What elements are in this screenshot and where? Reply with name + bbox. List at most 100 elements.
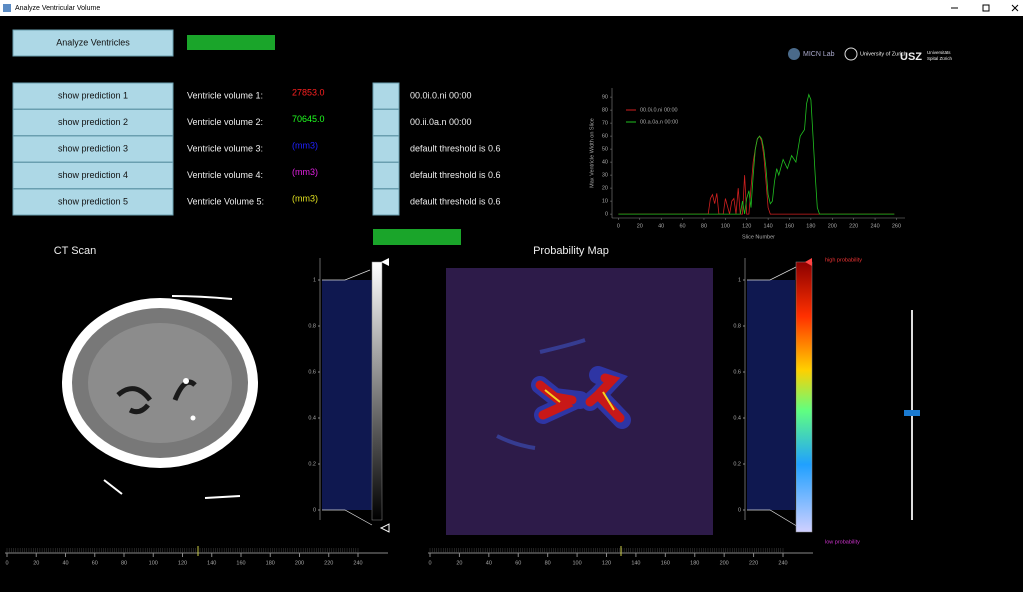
title-bar [0, 0, 1023, 16]
volume-value: (mm3) [292, 193, 318, 203]
x-tick-label: 240 [870, 223, 879, 229]
prediction-button-label: show prediction 1 [58, 90, 128, 100]
volume-value: (mm3) [292, 140, 318, 150]
x-tick-label: 120 [742, 223, 751, 229]
probability-image [446, 268, 713, 535]
histogram-tick-label: 0.6 [308, 369, 316, 375]
prediction-button-label: show prediction 3 [58, 143, 128, 153]
slider-tick-label: 40 [62, 560, 68, 566]
prediction-button-label: show prediction 2 [58, 117, 128, 127]
volume-label: Ventricle volume 4: [187, 170, 263, 180]
x-tick-label: 60 [680, 223, 686, 229]
slider-tick-label: 80 [545, 560, 551, 566]
progress-bar [373, 229, 461, 245]
histogram-tick-label: 0.4 [308, 415, 316, 421]
slider-tick-label: 180 [266, 560, 275, 566]
maximize[interactable] [982, 4, 990, 12]
legend-label: 00.0i.0.ni 00:00 [640, 107, 678, 113]
slider-tick-label: 100 [149, 560, 158, 566]
file-button[interactable] [372, 188, 400, 216]
volume-value: 27853.0 [292, 87, 325, 97]
x-tick-label: 160 [785, 223, 794, 229]
slider-tick-label: 120 [178, 560, 187, 566]
legend-label: 00.a.0a.n 00:00 [640, 119, 678, 125]
x-tick-label: 20 [637, 223, 643, 229]
slider-tick-label: 60 [92, 560, 98, 566]
volume-label: Ventricle volume 2: [187, 117, 263, 127]
ct-image [62, 295, 258, 499]
file-button[interactable] [372, 82, 400, 110]
slider-tick-label: 100 [572, 560, 581, 566]
slider-tick-label: 20 [33, 560, 39, 566]
volume-label: Ventricle Volume 5: [187, 196, 264, 206]
line-chart: 0 20 40 60 80 100 120 140 160 180 200 220 240 260 0 10 2… [589, 88, 905, 240]
prob-title: Probability Map [533, 245, 609, 257]
logos: MICN Lab University of Zurich USZ Univer… [788, 47, 953, 63]
histogram-tick-label: 0.4 [733, 415, 741, 421]
x-tick-label: 100 [721, 223, 730, 229]
file-label: default threshold is 0.6 [410, 196, 501, 206]
window-controls [951, 4, 1019, 12]
x-tick-label: 0 [617, 223, 620, 229]
x-tick-label: 40 [658, 223, 664, 229]
histogram-tick-label: 1 [313, 277, 316, 283]
uzh-text: University of Zurich [860, 51, 907, 57]
file-label: 00.0i.0.ni 00:00 [410, 90, 472, 100]
high-label: high probability [825, 257, 862, 263]
slider-tick-label: 200 [720, 560, 729, 566]
x-tick-label: 140 [764, 223, 773, 229]
prediction-rows: show prediction 1 Ventricle volume 1: 2785… [12, 82, 501, 216]
histogram-tick-label: 0.6 [733, 369, 741, 375]
prediction-button-label: show prediction 5 [58, 196, 128, 206]
data-line [618, 93, 895, 215]
window-title: Analyze Ventricular Volume [15, 5, 100, 12]
prediction-button-label: show prediction 4 [58, 170, 128, 180]
slider-tick-label: 200 [295, 560, 304, 566]
file-label: 00.ii.0a.n 00:00 [410, 117, 472, 127]
y-tick-label: 60 [602, 134, 608, 140]
histogram-tick-label: 0 [738, 507, 741, 513]
slider-tick-label: 40 [486, 560, 492, 566]
slider-tick-label: 120 [602, 560, 611, 566]
x-tick-label: 220 [849, 223, 858, 229]
usz-text: USZ [900, 51, 922, 63]
slider-tick-label: 180 [690, 560, 699, 566]
slider-tick-label: 0 [428, 560, 431, 566]
app-icon [3, 4, 11, 12]
file-button[interactable] [372, 135, 400, 163]
slider-tick-label: 240 [778, 560, 787, 566]
prediction-button[interactable] [12, 109, 174, 136]
volume-value: 70645.0 [292, 114, 325, 124]
micn-logo [788, 48, 800, 60]
file-label: default threshold is 0.6 [410, 170, 501, 180]
slider-tick-label: 20 [456, 560, 462, 566]
y-tick-label: 40 [602, 160, 608, 166]
analyze-button-label: Analyze Ventricles [56, 37, 130, 47]
slider-tick-label: 160 [236, 560, 245, 566]
file-label: default threshold is 0.6 [410, 143, 501, 153]
vertical-slider[interactable] [904, 310, 920, 520]
histogram-tick-label: 0.2 [308, 461, 316, 467]
ct-histogram [319, 258, 390, 533]
y-tick-label: 70 [602, 121, 608, 127]
slider-tick-label: 140 [631, 560, 640, 566]
prediction-button[interactable] [12, 82, 174, 110]
slider-tick-label: 0 [5, 560, 8, 566]
volume-label: Ventricle volume 1: [187, 90, 263, 100]
prediction-button[interactable] [12, 188, 174, 216]
y-tick-label: 50 [602, 147, 608, 153]
analyze-button[interactable] [12, 29, 174, 57]
close[interactable] [1011, 4, 1019, 12]
file-button[interactable] [372, 162, 400, 189]
histogram-tick-label: 0.2 [733, 461, 741, 467]
prediction-button[interactable] [12, 135, 174, 163]
y-tick-label: 30 [602, 173, 608, 179]
histogram-tick-label: 1 [738, 277, 741, 283]
histogram-tick-label: 0 [313, 507, 316, 513]
file-button[interactable] [372, 109, 400, 136]
volume-value: (mm3) [292, 167, 318, 177]
y-tick-label: 90 [602, 95, 608, 101]
x-axis-label: Slice Number [742, 234, 775, 240]
uzh-logo [844, 47, 858, 61]
